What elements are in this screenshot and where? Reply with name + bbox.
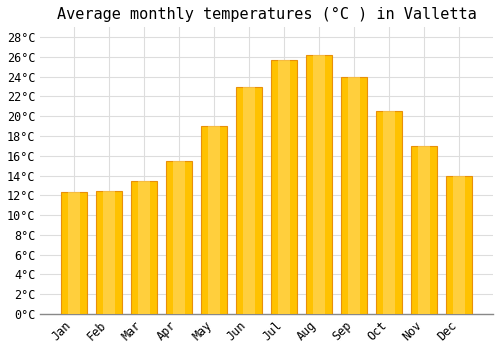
Bar	[166, 161, 192, 314]
Bar	[208, 126, 220, 314]
Title: Average monthly temperatures (°C ) in Valletta: Average monthly temperatures (°C ) in Va…	[57, 7, 476, 22]
Bar	[201, 126, 228, 314]
Bar	[306, 55, 332, 314]
Bar	[348, 77, 360, 314]
Bar	[411, 146, 438, 314]
Bar	[271, 60, 297, 314]
Bar	[103, 191, 115, 314]
Bar	[68, 193, 80, 314]
Bar	[61, 193, 87, 314]
Bar	[384, 111, 395, 314]
Bar	[418, 146, 430, 314]
Bar	[278, 60, 290, 314]
Bar	[341, 77, 367, 314]
Bar	[138, 181, 150, 314]
Bar	[96, 191, 122, 314]
Bar	[236, 86, 262, 314]
Bar	[454, 176, 466, 314]
Bar	[376, 111, 402, 314]
Bar	[244, 86, 255, 314]
Bar	[314, 55, 325, 314]
Bar	[446, 176, 472, 314]
Bar	[131, 181, 157, 314]
Bar	[173, 161, 185, 314]
